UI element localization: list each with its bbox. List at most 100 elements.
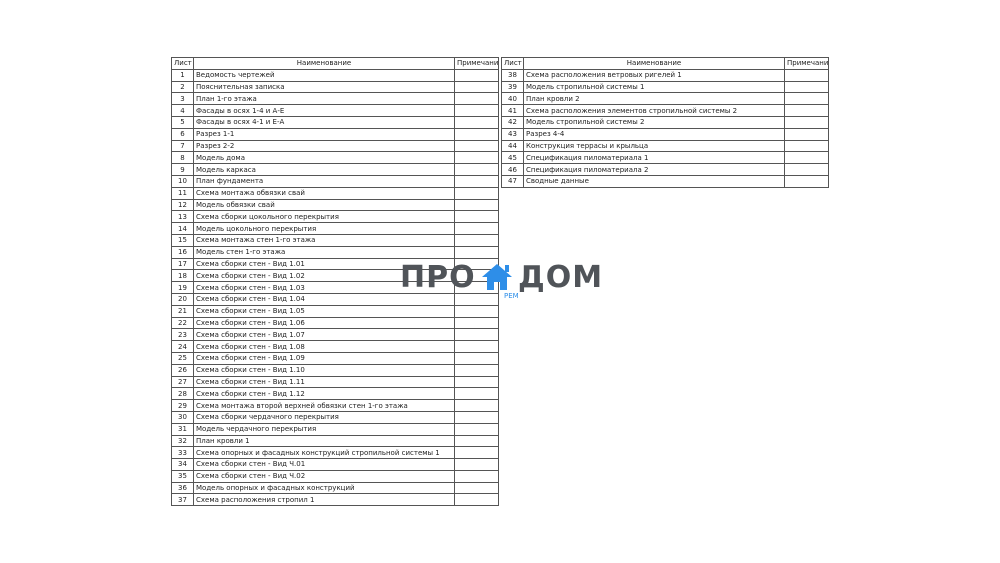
sheet-name: Фасады в осях 1-4 и А-Е	[193, 104, 455, 117]
sheet-note	[784, 80, 829, 94]
sheet-note	[454, 233, 499, 247]
sheet-name: Модель стен 1-го этажа	[193, 245, 455, 259]
sheet-number: 31	[171, 422, 194, 436]
sheet-number: 38	[501, 68, 524, 82]
sheet-number: 42	[501, 115, 524, 129]
sheet-number: 28	[171, 387, 194, 401]
sheet-note	[454, 245, 499, 259]
sheet-note	[784, 151, 829, 165]
sheet-number: 44	[501, 139, 524, 153]
sheet-number: 9	[171, 163, 194, 176]
sheet-number: 37	[171, 493, 194, 507]
sheet-name: Модель стропильной системы 1	[523, 80, 785, 94]
logo-text-right: ДОМ	[518, 260, 604, 295]
sheet-note	[454, 222, 499, 235]
table-row: 1 Ведомость чертежей	[171, 68, 499, 82]
sheet-number: 13	[171, 210, 194, 224]
sheet-name: Схема монтажа обвязки свай	[193, 186, 455, 200]
logo-text-left: ПРО	[400, 260, 476, 295]
sheet-name: План кровли 1	[193, 434, 455, 448]
sheet-number: 11	[171, 186, 194, 200]
sheet-name: Ведомость чертежей	[193, 68, 455, 82]
table-row: 19 Схема сборки стен - Вид 1.03	[171, 281, 499, 294]
table-row: 5 Фасады в осях 4-1 и Е-А	[171, 115, 499, 129]
sheet-number: 16	[171, 245, 194, 259]
sheet-name: Схема сборки стен - Вид Ч.02	[193, 469, 455, 483]
sheet-note	[454, 174, 499, 188]
sheet-note	[454, 68, 499, 82]
sheet-name: Разрез 2-2	[193, 139, 455, 153]
sheet-number: 2	[171, 80, 194, 94]
table-row: 10 План фундамента	[171, 174, 499, 188]
table-row: 40 План кровли 2	[501, 92, 829, 106]
sheet-note	[454, 340, 499, 353]
sheet-note	[784, 68, 829, 82]
sheet-note	[784, 104, 829, 117]
table-row: 35 Схема сборки стен - Вид Ч.02	[171, 469, 499, 483]
sheet-number: 36	[171, 481, 194, 495]
sheet-number: 40	[501, 92, 524, 106]
sheet-name: Схема сборки стен - Вид 1.01	[193, 257, 455, 271]
header-note: Примечание	[784, 57, 829, 70]
table-row: 22 Схема сборки стен - Вид 1.06	[171, 316, 499, 330]
sheet-note	[454, 92, 499, 106]
table-row: 42 Модель стропильной системы 2	[501, 115, 829, 129]
sheet-number: 30	[171, 410, 194, 424]
sheet-note	[784, 139, 829, 153]
sheet-number: 35	[171, 469, 194, 483]
header-row: Лист Наименование Примечание	[171, 57, 499, 70]
sheet-number: 17	[171, 257, 194, 271]
sheet-number: 41	[501, 104, 524, 117]
sheet-name: Схема сборки чердачного перекрытия	[193, 410, 455, 424]
sheet-name: Схема сборки цокольного перекрытия	[193, 210, 455, 224]
sheet-number: 27	[171, 375, 194, 389]
sheet-number: 47	[501, 174, 524, 188]
header-name: Наименование	[523, 57, 785, 70]
sheet-note	[784, 115, 829, 129]
table-row: 47 Сводные данные	[501, 174, 829, 188]
sheet-number: 34	[171, 458, 194, 471]
sheet-note	[454, 351, 499, 365]
sheet-note	[784, 127, 829, 141]
watermark-logo: ПРО РЕМ ДОМ	[400, 258, 604, 302]
sheet-name: Схема сборки стен - Вид 1.12	[193, 387, 455, 401]
table-row: 2 Пояснительная записка	[171, 80, 499, 94]
sheet-note	[454, 375, 499, 389]
sheet-number: 26	[171, 363, 194, 377]
table-row: 32 План кровли 1	[171, 434, 499, 448]
sheet-number: 12	[171, 198, 194, 212]
sheet-name: Сводные данные	[523, 174, 785, 188]
table-row: 29 Схема монтажа второй верхней обвязки с…	[171, 399, 499, 412]
sheet-note	[454, 422, 499, 436]
sheet-name: Схема расположения стропил 1	[193, 493, 455, 507]
sheet-note	[454, 139, 499, 153]
sheet-name: Схема сборки стен - Вид 1.09	[193, 351, 455, 365]
sheet-name: Фасады в осях 4-1 и Е-А	[193, 115, 455, 129]
sheet-name: Модель обвязки свай	[193, 198, 455, 212]
header-sheet: Лист	[501, 57, 524, 70]
sheet-name: Конструкция террасы и крыльца	[523, 139, 785, 153]
table-row: 15 Схема монтажа стен 1-го этажа	[171, 233, 499, 247]
sheet-note	[454, 115, 499, 129]
sheet-note	[454, 80, 499, 94]
table-row: 17 Схема сборки стен - Вид 1.01	[171, 257, 499, 271]
table-row: 21 Схема сборки стен - Вид 1.05	[171, 304, 499, 318]
sheet-number: 7	[171, 139, 194, 153]
sheet-name: Схема расположения элементов стропильной…	[523, 104, 785, 117]
sheet-number: 3	[171, 92, 194, 106]
sheet-number: 18	[171, 269, 194, 283]
table-row: 6 Разрез 1-1	[171, 127, 499, 141]
sheet-number: 25	[171, 351, 194, 365]
sheet-note	[454, 151, 499, 165]
sheet-note	[454, 257, 499, 271]
sheet-number: 43	[501, 127, 524, 141]
sheet-note	[454, 304, 499, 318]
sheet-name: Схема опорных и фасадных конструкций стр…	[193, 446, 455, 460]
sheet-name: Модель стропильной системы 2	[523, 115, 785, 129]
sheet-name: План фундамента	[193, 174, 455, 188]
header-name: Наименование	[193, 57, 455, 70]
sheet-note	[454, 387, 499, 401]
sheet-note	[454, 328, 499, 342]
sheet-number: 14	[171, 222, 194, 235]
table-row: 11 Схема монтажа обвязки свай	[171, 186, 499, 200]
